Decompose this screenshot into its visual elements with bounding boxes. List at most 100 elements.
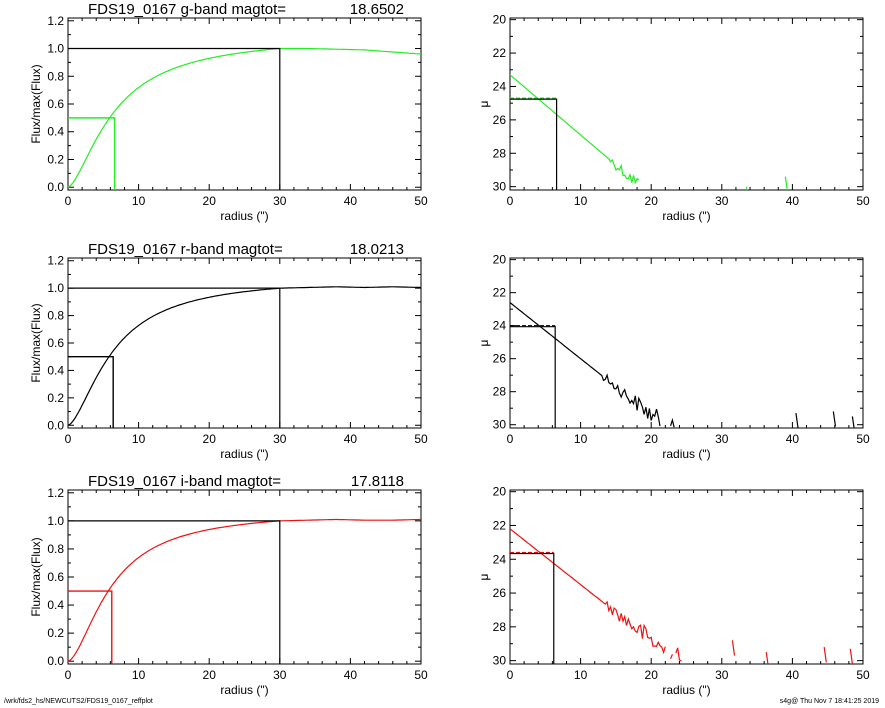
surface-brightness-line bbox=[510, 302, 675, 428]
y-tick-label: 1.0 bbox=[47, 281, 64, 295]
y-tick-label: 0.6 bbox=[47, 97, 64, 111]
surface-brightness-line bbox=[510, 529, 692, 662]
x-axis-label: radius (") bbox=[220, 447, 268, 461]
total-radius-marker bbox=[68, 47, 281, 190]
y-tick-label: 28 bbox=[493, 385, 507, 399]
outer-profile-fragment bbox=[851, 416, 855, 428]
plot-frame bbox=[509, 17, 864, 191]
half-light-radius-marker bbox=[510, 98, 558, 190]
x-tick-label: 0 bbox=[65, 668, 72, 682]
total-radius-marker bbox=[68, 287, 281, 428]
x-tick-label: 30 bbox=[715, 194, 729, 208]
x-tick-label: 10 bbox=[574, 194, 588, 208]
x-tick-label: 30 bbox=[273, 432, 287, 446]
x-tick-label: 40 bbox=[786, 194, 800, 208]
growth-curve-line bbox=[67, 518, 421, 662]
x-tick-label: 0 bbox=[65, 194, 72, 208]
x-tick-label: 50 bbox=[856, 432, 870, 446]
y-tick-label: 0.8 bbox=[47, 69, 64, 83]
y-tick-label: 26 bbox=[493, 352, 507, 366]
y-tick-label: 0.4 bbox=[47, 598, 64, 612]
y-tick-label: 1.2 bbox=[47, 14, 64, 28]
x-tick-label: 20 bbox=[645, 194, 659, 208]
y-tick-label: 20 bbox=[493, 253, 507, 267]
y-tick-label: 0.8 bbox=[47, 309, 64, 323]
x-tick-label: 50 bbox=[414, 194, 428, 208]
x-tick-label: 30 bbox=[715, 668, 729, 682]
half-light-radius-marker bbox=[510, 326, 556, 428]
surface-brightness-line bbox=[510, 75, 646, 184]
x-tick-label: 40 bbox=[344, 432, 358, 446]
x-tick-label: 10 bbox=[574, 432, 588, 446]
x-tick-label: 20 bbox=[645, 432, 659, 446]
growth-curve-line bbox=[67, 47, 422, 188]
x-tick-label: 0 bbox=[507, 668, 514, 682]
y-tick-label: 30 bbox=[493, 418, 507, 432]
y-tick-label: 0.0 bbox=[47, 418, 64, 432]
y-axis-label: Flux/max(Flux) bbox=[29, 64, 43, 143]
y-tick-label: 28 bbox=[493, 146, 507, 160]
y-tick-label: 0.8 bbox=[47, 542, 64, 556]
half-light-radius-marker bbox=[68, 590, 113, 664]
x-axis-label: radius (") bbox=[662, 683, 710, 697]
outer-profile-fragment bbox=[784, 176, 788, 190]
y-tick-label: 22 bbox=[493, 518, 507, 532]
x-tick-label: 10 bbox=[132, 194, 146, 208]
y-tick-label: 20 bbox=[493, 485, 507, 499]
outer-profile-fragment bbox=[849, 648, 854, 664]
y-tick-label: 0.2 bbox=[47, 626, 64, 640]
x-tick-label: 0 bbox=[507, 432, 514, 446]
footer-path: /wrk/fds2_hs/NEWCUTS2/FDS19_0167_reffplo… bbox=[4, 698, 153, 705]
y-tick-label: 0.6 bbox=[47, 570, 64, 584]
outer-profile-fragment bbox=[832, 411, 837, 427]
y-axis-label: Flux/max(Flux) bbox=[29, 303, 43, 382]
y-tick-label: 24 bbox=[493, 552, 507, 566]
x-tick-label: 20 bbox=[203, 668, 217, 682]
outer-profile-fragment bbox=[795, 413, 799, 428]
panel-title: FDS19_0167 r-band magtot= bbox=[88, 241, 283, 258]
x-tick-label: 20 bbox=[645, 668, 659, 682]
half-light-radius-marker bbox=[68, 356, 114, 428]
x-tick-label: 0 bbox=[65, 432, 72, 446]
y-tick-label: 24 bbox=[493, 319, 507, 333]
x-tick-label: 20 bbox=[203, 194, 217, 208]
panel-title-magtot: 18.6502 bbox=[350, 1, 404, 18]
x-tick-label: 0 bbox=[507, 194, 514, 208]
growth-curve-line bbox=[67, 286, 422, 426]
y-tick-label: 20 bbox=[493, 13, 507, 27]
x-tick-label: 40 bbox=[786, 432, 800, 446]
x-axis-label: radius (") bbox=[220, 209, 268, 223]
x-tick-label: 10 bbox=[574, 668, 588, 682]
y-tick-label: 30 bbox=[493, 654, 507, 668]
x-axis-label: radius (") bbox=[662, 209, 710, 223]
y-tick-label: 1.0 bbox=[47, 42, 64, 56]
plot-frame bbox=[509, 257, 864, 429]
y-tick-label: 0.0 bbox=[47, 180, 64, 194]
y-tick-label: 0.4 bbox=[47, 363, 64, 377]
y-tick-label: 0.4 bbox=[47, 125, 64, 139]
y-tick-label: 1.0 bbox=[47, 514, 64, 528]
half-light-radius-marker bbox=[68, 117, 116, 190]
panel-title-magtot: 18.0213 bbox=[350, 241, 404, 258]
x-axis-label: radius (") bbox=[662, 447, 710, 461]
x-tick-label: 10 bbox=[132, 668, 146, 682]
y-tick-label: 1.2 bbox=[47, 254, 64, 268]
y-tick-label: 24 bbox=[493, 79, 507, 93]
chart-panel-sb-g: 0 10 20 30 40 50 20 22 24 26 28 30 radius (") μ bbox=[477, 13, 870, 223]
y-axis-label: μ bbox=[477, 339, 491, 346]
chart-panel-flux-g: 0 10 20 30 40 50 0.0 0.2 0.4 0.6 0.8 1.0 1.2 radius (… bbox=[29, 1, 428, 223]
x-tick-label: 50 bbox=[414, 668, 428, 682]
x-axis-label: radius (") bbox=[220, 683, 268, 697]
footer-timestamp: s4g@ Thu Nov 7 18:41:25 2019 bbox=[779, 698, 879, 705]
x-tick-label: 50 bbox=[414, 432, 428, 446]
y-tick-label: 22 bbox=[493, 286, 507, 300]
panel-title-magtot: 17.8118 bbox=[351, 473, 404, 490]
y-tick-label: 26 bbox=[493, 113, 507, 127]
x-tick-label: 50 bbox=[856, 194, 870, 208]
y-tick-label: 30 bbox=[493, 180, 507, 194]
y-tick-label: 28 bbox=[493, 620, 507, 634]
y-tick-label: 0.6 bbox=[47, 336, 64, 350]
plot-frame bbox=[67, 257, 422, 429]
y-tick-label: 1.2 bbox=[47, 486, 64, 500]
x-tick-label: 30 bbox=[273, 668, 287, 682]
